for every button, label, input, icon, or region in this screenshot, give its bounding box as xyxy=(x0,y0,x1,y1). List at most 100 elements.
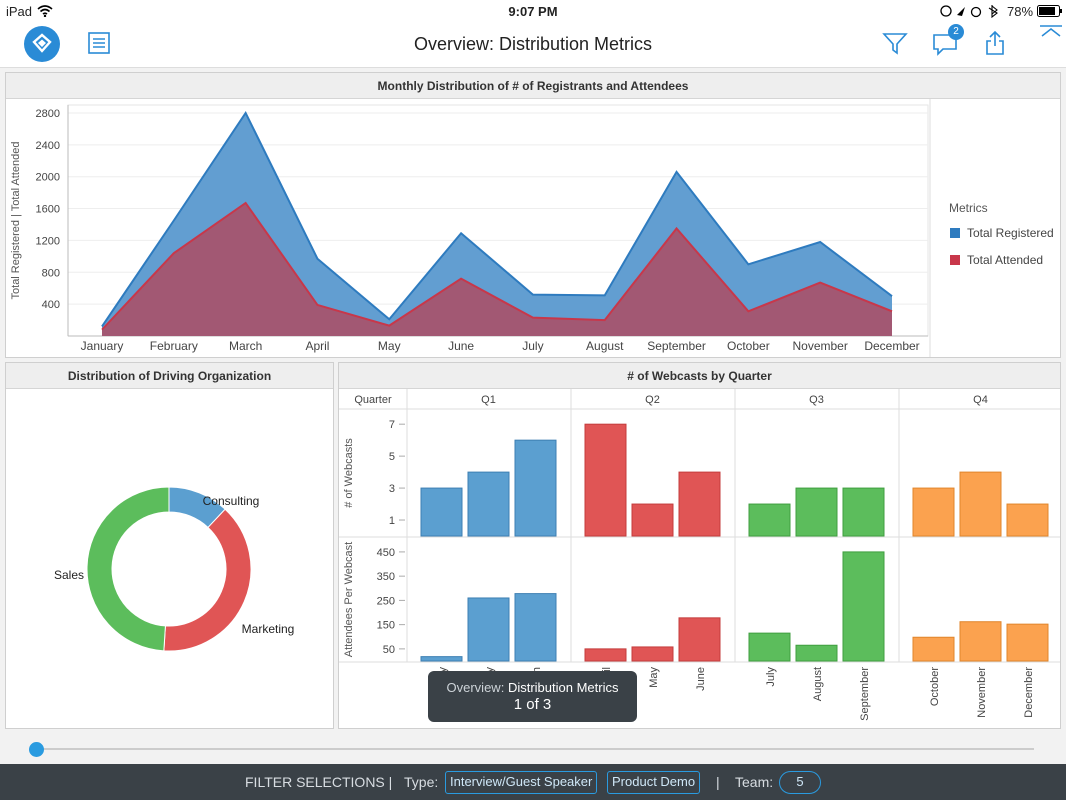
filter-icon[interactable] xyxy=(882,30,908,56)
nav-bar: Overview: Distribution Metrics 2 xyxy=(0,22,1066,68)
tooltip-pager: 1 of 3 xyxy=(513,696,552,713)
bar-x-tick-label: December xyxy=(1023,667,1035,718)
donut-chart-title: Distribution of Driving Organization xyxy=(6,363,333,389)
bar-x-tick-label: July xyxy=(765,667,777,687)
area-y-tick-label: 1600 xyxy=(36,204,60,216)
bar xyxy=(1006,623,1049,662)
area-series-line xyxy=(101,110,893,328)
donut-slice xyxy=(86,486,170,652)
bar xyxy=(748,503,791,537)
bar xyxy=(912,636,955,662)
facet-header: Q3 xyxy=(809,394,824,406)
page-tooltip: Overview: Distribution Metrics 1 of 3 xyxy=(428,671,637,722)
area-series-line xyxy=(101,201,893,331)
area-chart: 400 800 1200 1600 2000 2400 2800 January Februar… xyxy=(10,99,1054,357)
app-logo[interactable] xyxy=(24,26,60,62)
donut-slice-label: Consulting xyxy=(203,494,260,508)
type-label: Type: xyxy=(404,774,439,790)
bar xyxy=(514,593,557,662)
bar-y-tick-label: 1 xyxy=(389,515,395,527)
bar-x-tick-label: November xyxy=(976,667,988,718)
area-y-tick-label: 2400 xyxy=(36,140,60,152)
tooltip-value: Distribution Metrics xyxy=(507,680,619,695)
battery-icon xyxy=(1037,5,1062,17)
filter-heading: FILTER SELECTIONS | xyxy=(245,774,393,790)
bar-x-tick-label: August xyxy=(812,667,824,701)
donut-slice-label: Sales xyxy=(54,568,84,582)
wifi-icon xyxy=(37,5,53,17)
area-chart-panel: Monthly Distribution of # of Registrants… xyxy=(5,72,1061,358)
area-x-tick-label: March xyxy=(229,339,262,353)
area-x-tick-label: May xyxy=(378,339,401,353)
bar xyxy=(631,503,674,537)
battery-percent: 78% xyxy=(1007,4,1034,19)
bar-y-tick-label: 7 xyxy=(389,419,395,431)
bar xyxy=(795,644,838,662)
share-icon[interactable] xyxy=(982,30,1008,56)
area-chart-title: Monthly Distribution of # of Registrants… xyxy=(6,73,1060,99)
page-slider-knob[interactable] xyxy=(29,742,44,757)
bar-grid-panel: # of Webcasts by Quarter Quarter Q1 Q2 Q3 Q4… xyxy=(338,362,1061,729)
bar-x-tick-label: October xyxy=(929,667,941,706)
bar xyxy=(842,487,885,537)
bar xyxy=(584,648,627,662)
comments-badge: 2 xyxy=(948,24,964,40)
area-x-tick-label: January xyxy=(81,339,124,353)
area-series-fill xyxy=(102,202,892,336)
area-x-tick-label: August xyxy=(586,339,624,353)
bar-y-tick-label: 450 xyxy=(377,547,395,559)
area-y-tick-label: 400 xyxy=(42,299,60,311)
bar xyxy=(467,597,510,662)
legend-item: Total Registered xyxy=(967,226,1054,240)
filter-separator: | xyxy=(716,774,720,790)
bar xyxy=(678,617,721,662)
page-slider-track[interactable] xyxy=(36,748,1034,750)
legend-swatch xyxy=(950,255,960,265)
area-x-tick-label: February xyxy=(150,339,198,353)
bar-y-axis-label: Attendees Per Webcast xyxy=(343,542,355,657)
device-label: iPad xyxy=(6,4,33,19)
app-logo-icon xyxy=(32,33,52,53)
area-y-tick-label: 800 xyxy=(42,267,60,279)
bar xyxy=(748,632,791,662)
bar-x-tick-label: September xyxy=(859,667,871,721)
bar-grid-title: # of Webcasts by Quarter xyxy=(339,363,1060,389)
bar-y-axis-label: # of Webcasts xyxy=(343,438,355,508)
bar xyxy=(795,487,838,537)
bar xyxy=(842,551,885,662)
bar xyxy=(420,656,463,662)
page-title: Overview: Distribution Metrics xyxy=(413,34,653,54)
bar-y-tick-label: 5 xyxy=(389,451,395,463)
donut-chart-panel: Distribution of Driving Organization Con… xyxy=(5,362,334,729)
bar xyxy=(584,423,627,537)
team-label: Team: xyxy=(735,774,774,790)
area-y-tick-label: 1200 xyxy=(36,235,60,247)
type-filter-product-demo[interactable]: Product Demo xyxy=(607,771,701,794)
quarter-header-label: Quarter xyxy=(354,394,392,406)
type-filter-interview[interactable]: Interview/Guest Speaker xyxy=(445,771,598,794)
area-x-tick-label: April xyxy=(305,339,329,353)
clock: 9:07 PM xyxy=(508,4,558,19)
legend-title: Metrics xyxy=(949,201,988,215)
list-icon[interactable] xyxy=(86,30,112,56)
bar-x-tick-label: May xyxy=(648,667,660,688)
bar-grid-chart: Quarter Q1 Q2 Q3 Q4 1 3 5 7 # of Webcasts 50 150 250… xyxy=(339,389,1060,721)
status-bar: iPad 9:07 PM 78% xyxy=(0,0,1066,22)
facet-header: Q4 xyxy=(973,394,988,406)
area-y-axis-label: Total Registered | Total Attended xyxy=(10,142,22,300)
bar xyxy=(1006,503,1049,537)
area-x-tick-label: October xyxy=(727,339,770,353)
tooltip-label: Overview: xyxy=(446,680,505,695)
facet-header: Q2 xyxy=(645,394,660,406)
status-indicators-icon xyxy=(940,5,998,18)
area-x-tick-label: June xyxy=(448,339,474,353)
area-x-tick-label: September xyxy=(647,339,706,353)
collapse-chevron-icon[interactable] xyxy=(1036,22,1066,44)
bar xyxy=(631,646,674,662)
donut-chart: Consulting Marketing Sales xyxy=(54,486,294,652)
bar-y-tick-label: 50 xyxy=(383,644,395,656)
bar xyxy=(467,471,510,537)
bar-y-tick-label: 150 xyxy=(377,620,395,632)
team-filter[interactable]: 5 xyxy=(779,771,821,794)
facet-header: Q1 xyxy=(481,394,496,406)
